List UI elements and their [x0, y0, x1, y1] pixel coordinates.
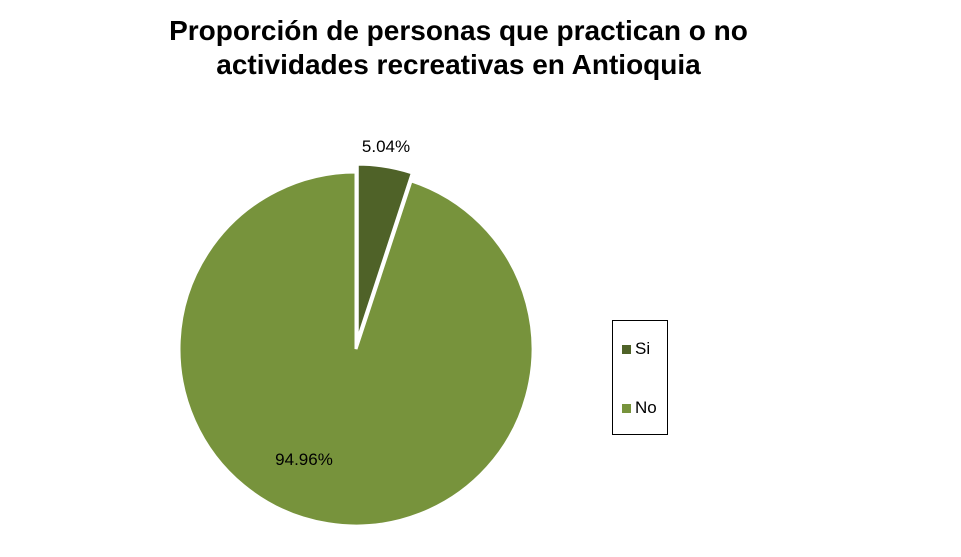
legend-swatch-no: [622, 403, 631, 413]
chart-legend: Si No: [612, 320, 668, 435]
legend-item-si: Si: [622, 339, 650, 359]
chart-title-line-1: Proporción de personas que practican o n…: [169, 15, 748, 46]
pie-slice-si: [355, 162, 415, 342]
legend-label-si: Si: [635, 339, 651, 358]
legend-swatch-si: [622, 344, 631, 354]
data-label-no: 94.96%: [275, 450, 333, 469]
chart-title-line-2: actividades recreativas en Antioquia: [216, 49, 701, 80]
legend-item-no: No: [622, 398, 657, 418]
legend-label-no: No: [635, 398, 657, 417]
pie-slice-no: [177, 170, 535, 528]
chart-title: Proporción de personas que practican o n…: [0, 14, 917, 82]
data-label-si: 5.04%: [362, 137, 410, 156]
